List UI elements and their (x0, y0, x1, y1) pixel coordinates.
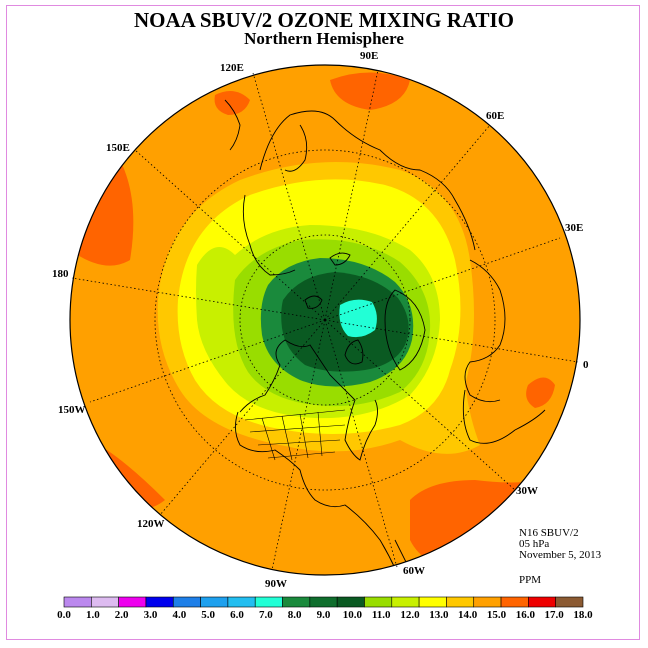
coast-south-america (394, 539, 418, 575)
lon-label-30w: 30W (516, 485, 538, 497)
contour-15-16-north (330, 72, 410, 110)
colorbar (63, 596, 584, 608)
colorbar-swatch (63, 596, 92, 608)
map-subtitle: Northern Hemisphere (244, 29, 404, 48)
colorbar-swatch (336, 596, 365, 608)
colorbar-tick-label: 1.0 (85, 609, 100, 621)
lon-label-180: 180 (52, 268, 69, 280)
colorbar-tick-label: 4.0 (172, 609, 187, 621)
country-borders (244, 409, 346, 461)
meridian-90w (271, 319, 326, 571)
coast-asia-north (259, 110, 476, 251)
ozone-contours (70, 65, 580, 575)
colorbar-swatch (145, 596, 174, 608)
colorbar-tick-label: 0.0 (57, 609, 71, 621)
coast-africa (462, 389, 546, 444)
colorbar-tick-label: 9.0 (316, 609, 331, 621)
colorbar-tick-label: 7.0 (258, 609, 273, 621)
map-boundary (69, 64, 581, 576)
latitude-60 (239, 234, 411, 406)
colorbar-swatch (500, 596, 529, 608)
contour-15-16-east (526, 377, 555, 408)
colorbar-tick-label: 11.0 (371, 609, 391, 621)
coast-arctic-island (304, 295, 323, 309)
date-label: November 5, 2013 (519, 549, 602, 561)
meridian-120e (252, 72, 326, 321)
colorbar-swatch (309, 596, 338, 608)
lon-label-0: 0 (583, 359, 589, 371)
contour-15-16-west (70, 160, 134, 266)
coast-hudson-bay (344, 339, 364, 365)
figure-frame (6, 5, 640, 640)
meridian-0 (324, 319, 579, 363)
colorbar-tick-label: 5.0 (201, 609, 216, 621)
lon-label-30e: 30E (565, 222, 584, 234)
colorbar-tick-label: 12.0 (400, 609, 420, 621)
meridian-180 (71, 277, 326, 321)
colorbar-swatch (528, 596, 556, 608)
meridian-60w (324, 319, 398, 568)
meridian-60e (324, 124, 491, 321)
colorbar-swatch (282, 596, 311, 608)
colorbar-swatch (391, 596, 420, 608)
colorbar-tick-label: 17.0 (544, 609, 564, 621)
meridian-150w (89, 319, 326, 403)
units-label: PPM (519, 574, 542, 586)
colorbar-swatch (446, 596, 475, 608)
coast-svalbard (329, 252, 351, 266)
lon-label-90e: 90E (360, 50, 379, 62)
colorbar-swatch (254, 596, 283, 608)
colorbar-tick-label: 13.0 (429, 609, 449, 621)
coast-siberia (242, 194, 296, 276)
coastlines (224, 65, 546, 575)
coast-japan (224, 99, 241, 151)
meridian-90e (324, 69, 379, 321)
colorbar-swatch (91, 596, 119, 608)
lon-label-90w: 90W (265, 578, 287, 590)
colorbar-swatch (418, 596, 447, 608)
pressure-level-label: 05 hPa (519, 538, 550, 550)
lon-label-150w: 150W (58, 404, 86, 416)
lon-label-120w: 120W (137, 518, 165, 530)
colorbar-swatch (364, 596, 393, 608)
colorbar-tick-label: 15.0 (486, 609, 507, 621)
colorbar-swatch (200, 596, 229, 608)
lon-label-120e: 120E (220, 62, 244, 74)
meridian-30w (324, 319, 516, 491)
colorbar-swatch (227, 596, 256, 608)
lon-label-60w: 60W (403, 565, 425, 577)
meridian-120w (159, 319, 326, 516)
colorbar-tick-label: 10.0 (342, 609, 362, 621)
colorbar-swatch (473, 596, 502, 608)
colorbar-tick-label: 14.0 (458, 609, 478, 621)
colorbar-swatch (555, 596, 584, 608)
colorbar-tick-label: 3.0 (143, 609, 158, 621)
coast-north-america-east (239, 339, 378, 461)
coast-north-america-west (235, 411, 401, 575)
coast-asia-east (284, 124, 308, 172)
lon-label-60e: 60E (486, 110, 505, 122)
map-title: NOAA SBUV/2 OZONE MIXING RATIO (134, 8, 514, 32)
colorbar-tick-label: 16.0 (515, 609, 535, 621)
lon-label-150e: 150E (106, 142, 130, 154)
graticule (71, 69, 579, 571)
colorbar-tick-label: 18.0 (573, 609, 593, 621)
colorbar-tick-label: 8.0 (287, 609, 302, 621)
coast-europe (464, 259, 506, 403)
colorbar-swatch (172, 596, 201, 608)
latitude-30 (154, 149, 496, 491)
meridian-150e (134, 149, 326, 321)
contour-15-16-pacific (214, 91, 250, 115)
instrument-label: N16 SBUV/2 (519, 527, 579, 539)
contour-7-8 (339, 299, 377, 338)
coast-greenland (384, 289, 426, 371)
meridian-30e (324, 237, 561, 321)
colorbar-tick-label: 6.0 (230, 609, 244, 621)
colorbar-tick-label: 2.0 (114, 609, 129, 621)
colorbar-swatch (118, 596, 147, 608)
